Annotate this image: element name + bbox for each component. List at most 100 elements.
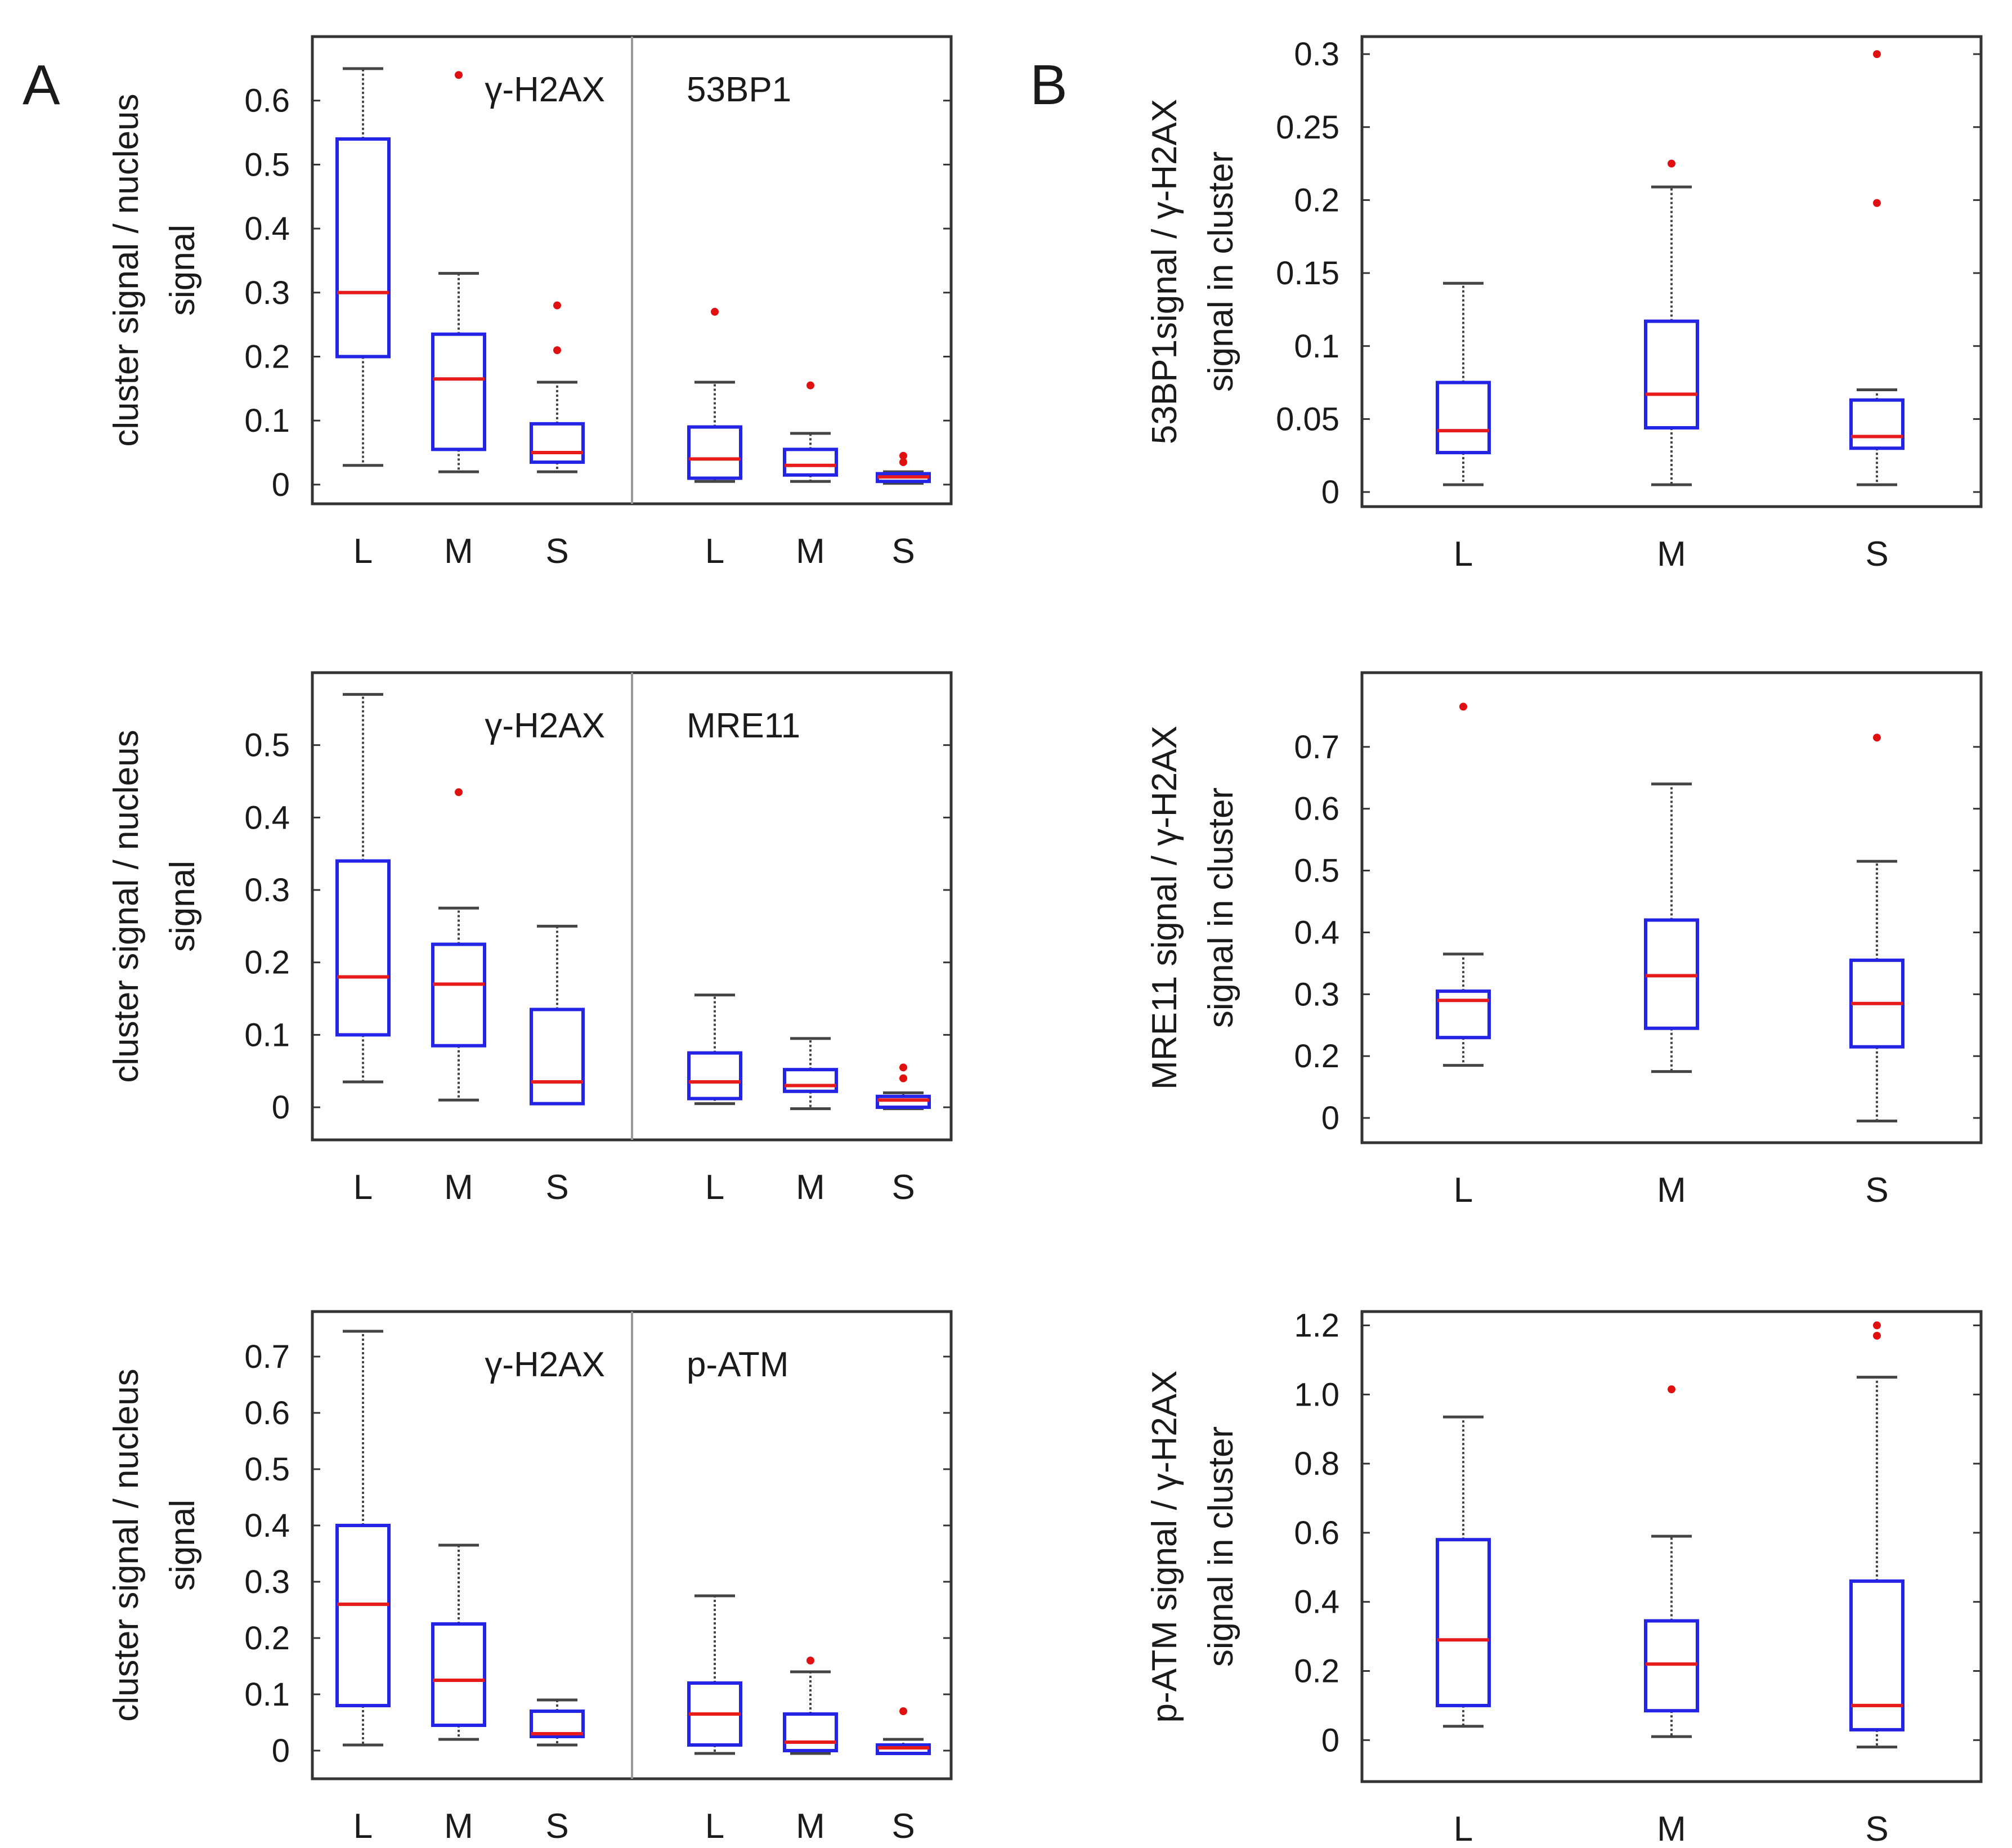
outlier-point <box>711 307 719 316</box>
box-M: M <box>431 1543 486 1846</box>
y-tick-label: 0.1 <box>244 1676 290 1713</box>
y-tick-label: 0 <box>1321 1100 1339 1136</box>
y-tick-label: 0.15 <box>1276 255 1339 292</box>
outlier-point <box>1873 199 1881 207</box>
y-axis-label-line: 53BP1signal / γ-H2AX <box>1145 99 1184 444</box>
y-tick-label: 0 <box>1321 1722 1339 1758</box>
y-tick-label: 0.2 <box>244 1620 290 1657</box>
box-M: M <box>783 1037 838 1207</box>
outlier-point <box>1873 1331 1881 1340</box>
x-category-label: S <box>891 1807 915 1846</box>
x-category-label: M <box>1657 535 1686 574</box>
iqr-box <box>431 1622 486 1727</box>
y-tick-label: 0.1 <box>244 402 290 439</box>
y-tick-label: 0 <box>272 1089 290 1126</box>
y-axis-label-line: signal in cluster <box>1202 151 1240 392</box>
outlier-point <box>899 1074 907 1082</box>
chart-a2: 0 0.1 0.2 0.3 0.4 0.5 cluster signal / nucleus… <box>107 671 953 1207</box>
box-M: M <box>1644 782 1699 1210</box>
box-M: M <box>783 381 838 571</box>
y-tick-label: 0.7 <box>1294 729 1339 766</box>
chart-a3: 0 0.1 0.2 0.3 0.4 0.5 0.6 0.7 cluster signal / n… <box>107 1310 953 1846</box>
y-tick-label: 0.7 <box>244 1339 290 1375</box>
y-tick-label: 0.6 <box>244 83 290 119</box>
y-tick-label: 0.25 <box>1276 109 1339 146</box>
box-L: L <box>335 693 391 1207</box>
outlier-point <box>1459 702 1467 711</box>
iqr-box <box>1849 1579 1905 1731</box>
group-label: γ-H2AX <box>485 706 605 745</box>
x-category-label: L <box>705 532 724 571</box>
y-axis-label-line: p-ATM signal / γ-H2AX <box>1145 1371 1184 1723</box>
iqr-box <box>783 1712 838 1752</box>
iqr-box <box>1644 1619 1699 1713</box>
group-label: p-ATM <box>687 1345 788 1384</box>
iqr-box <box>530 422 585 464</box>
charts-layer: 0 0.1 0.2 0.3 0.4 0.5 0.6 cluster signal / nucl… <box>107 35 1983 1848</box>
box-S: S <box>1849 1321 1905 1848</box>
y-axis-label-line: signal <box>163 225 202 316</box>
x-category-label: M <box>1657 1171 1686 1210</box>
box-L: L <box>1436 281 1491 574</box>
group-label: 53BP1 <box>687 70 791 109</box>
x-category-label: L <box>1454 535 1473 574</box>
outlier-point <box>806 1657 814 1664</box>
y-tick-label: 0.3 <box>1294 976 1339 1013</box>
y-axis-label-line: signal in cluster <box>1202 1426 1240 1667</box>
iqr-box <box>1436 1538 1491 1707</box>
box-M: M <box>783 1657 838 1846</box>
iqr-box <box>1644 319 1699 429</box>
iqr-box <box>783 448 838 477</box>
outlier-point <box>455 71 463 79</box>
y-axis-label-line: cluster signal / nucleus <box>107 93 146 446</box>
y-tick-label: 0.3 <box>1294 36 1339 73</box>
y-tick-label: 0.3 <box>244 872 290 909</box>
y-tick-label: 0.4 <box>244 1507 290 1544</box>
box-L: L <box>687 1594 742 1846</box>
y-axis-label-line: signal <box>163 1500 202 1591</box>
y-tick-label: 0.5 <box>244 727 290 764</box>
iqr-box <box>431 942 486 1048</box>
x-category-label: L <box>705 1807 724 1846</box>
iqr-box <box>530 1008 585 1106</box>
outlier-point <box>553 346 561 355</box>
outlier-point <box>455 788 463 797</box>
iqr-box <box>687 425 742 480</box>
box-S: S <box>530 1698 585 1846</box>
box-S: S <box>1849 733 1905 1210</box>
y-tick-label: 0.4 <box>1294 914 1339 951</box>
x-category-label: L <box>353 532 373 571</box>
iqr-box <box>335 137 391 359</box>
plot-frame <box>1360 35 1983 508</box>
box-L: L <box>687 307 742 571</box>
box-L: L <box>335 67 391 571</box>
outlier-point <box>899 458 907 467</box>
panel-label-b: B <box>1030 53 1068 117</box>
outlier-point <box>1873 1321 1881 1330</box>
y-tick-label: 0 <box>272 467 290 503</box>
box-S: S <box>530 924 585 1207</box>
box-S: S <box>1849 50 1905 574</box>
y-tick-label: 0 <box>1321 474 1339 511</box>
chart-a1: 0 0.1 0.2 0.3 0.4 0.5 0.6 cluster signal / nucl… <box>107 35 953 571</box>
iqr-box <box>1436 989 1491 1040</box>
iqr-box <box>876 1094 931 1109</box>
y-tick-label: 0.4 <box>1294 1584 1339 1621</box>
chart-b3: 0 0.2 0.4 0.6 0.8 1.0 1.2 p-ATM signal / γ-H2AX… <box>1145 1308 1983 1848</box>
x-category-label: M <box>796 532 825 571</box>
outlier-point <box>899 1063 907 1072</box>
y-axis-label-line: cluster signal / nucleus <box>107 1368 146 1721</box>
iqr-box <box>1849 398 1905 450</box>
y-tick-label: 1.0 <box>1294 1376 1339 1413</box>
x-category-label: M <box>444 1807 473 1846</box>
y-tick-label: 0.3 <box>244 275 290 311</box>
y-tick-label: 0.2 <box>1294 182 1339 218</box>
box-M: M <box>431 71 486 571</box>
x-category-label: S <box>1865 535 1888 574</box>
box-M: M <box>431 788 486 1207</box>
x-category-label: S <box>891 532 915 571</box>
outlier-point <box>1668 1385 1675 1394</box>
chart-b1: 0 0.05 0.1 0.15 0.2 0.25 0.3 53BP1signal / γ-H2… <box>1145 35 1983 574</box>
y-tick-label: 0.6 <box>1294 1515 1339 1551</box>
x-category-label: S <box>545 1807 568 1846</box>
